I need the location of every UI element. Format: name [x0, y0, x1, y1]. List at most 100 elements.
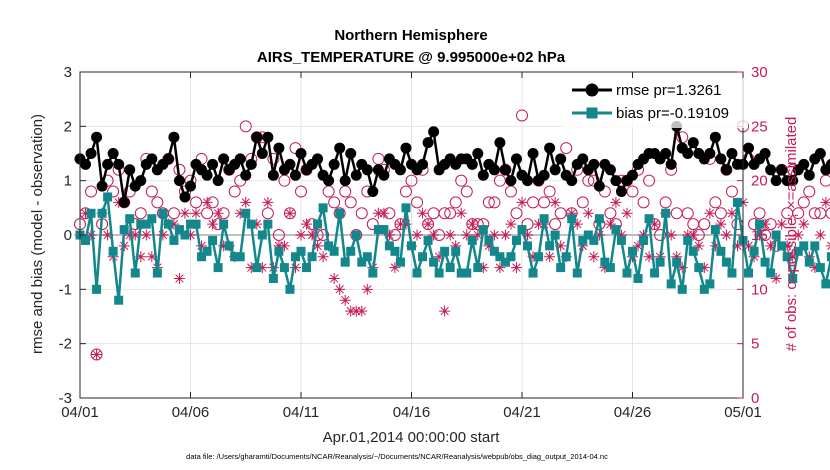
assimilated-obs-marker	[190, 207, 202, 219]
assimilated-obs-marker	[439, 305, 451, 317]
possible-obs-marker	[543, 185, 556, 198]
possible-obs-marker	[145, 185, 158, 198]
assimilated-obs-marker	[522, 229, 534, 241]
assimilated-obs-marker	[792, 229, 804, 241]
bias-marker	[412, 268, 422, 278]
rmse-marker	[428, 126, 440, 138]
rmse-marker	[234, 153, 246, 165]
bias-marker	[639, 235, 649, 245]
rmse-marker	[312, 153, 324, 165]
possible-obs-marker	[643, 174, 656, 187]
assimilated-obs-marker	[80, 207, 92, 219]
legend-bias-label: bias pr=-0.19109	[616, 105, 729, 122]
rmse-marker	[361, 164, 373, 176]
rmse-marker	[107, 148, 119, 159]
assimilated-obs-marker	[820, 196, 830, 208]
bias-marker	[219, 219, 229, 229]
possible-obs-marker	[538, 196, 551, 209]
bias-marker	[572, 268, 582, 278]
bias-marker	[81, 235, 91, 245]
assimilated-obs-marker	[566, 207, 578, 219]
bias-marker	[600, 257, 610, 267]
assimilated-obs-marker	[85, 229, 97, 241]
possible-obs-marker	[366, 218, 379, 231]
possible-obs-marker	[488, 196, 501, 209]
rmse-marker	[593, 180, 605, 192]
possible-obs-marker	[267, 152, 280, 165]
assimilated-obs-marker	[754, 229, 766, 241]
legend: rmse pr=1.3261 bias pr=-0.19109	[562, 78, 748, 128]
rmse-marker	[240, 169, 252, 181]
rmse-marker	[505, 175, 517, 187]
assimilated-obs-marker	[814, 229, 826, 241]
bias-marker	[528, 268, 538, 278]
assimilated-obs-marker	[477, 262, 489, 274]
assimilated-obs-marker	[196, 240, 208, 252]
possible-obs-marker	[725, 185, 738, 198]
bias-marker	[583, 230, 593, 240]
assimilated-obs-marker	[262, 196, 274, 208]
possible-obs-marker	[709, 196, 722, 209]
axis-ticks: 04/01 04/06 04/11 04/16 04/21 04/26 05/01 -3 -2 -…	[59, 64, 768, 421]
bias-marker	[661, 208, 671, 218]
assimilated-obs-marker	[312, 240, 324, 252]
possible-obs-marker	[516, 109, 528, 122]
bias-marker	[429, 257, 439, 267]
assimilated-obs-marker	[582, 207, 594, 219]
rmse-marker	[488, 164, 500, 176]
bias-marker	[130, 268, 140, 278]
rmse-marker	[787, 175, 799, 187]
assimilated-obs-marker	[709, 240, 721, 252]
assimilated-obs-marker	[129, 229, 141, 241]
rmse-marker	[85, 148, 97, 159]
rmse-marker	[510, 153, 522, 165]
assimilated-obs-marker	[720, 229, 732, 241]
bias-marker	[478, 225, 488, 235]
rmse-marker	[262, 131, 274, 143]
rmse-marker	[604, 164, 616, 176]
y-right-tick-label: 15	[751, 227, 768, 244]
bias-marker	[379, 225, 389, 235]
assimilated-obs-marker	[759, 218, 771, 230]
rmse-marker	[113, 158, 125, 170]
bias-marker	[351, 230, 361, 240]
bias-marker	[235, 252, 245, 262]
rmse-marker	[472, 148, 484, 159]
assimilated-obs-marker	[417, 207, 429, 219]
assimilated-obs-marker	[245, 262, 257, 274]
bias-marker	[329, 246, 339, 256]
bias-marker	[749, 246, 759, 256]
assimilated-obs-marker	[289, 262, 301, 274]
rmse-marker	[323, 175, 335, 187]
rmse-marker	[162, 153, 174, 165]
bias-marker	[213, 263, 223, 273]
rmse-marker	[378, 169, 390, 181]
possible-obs-marker	[328, 196, 341, 209]
bias-marker	[307, 252, 317, 262]
rmse-marker	[422, 137, 434, 149]
y-right-tick-label: 0	[751, 390, 759, 407]
bias-marker	[324, 241, 334, 251]
assimilated-obs-marker	[698, 262, 710, 274]
bias-marker	[622, 268, 632, 278]
assimilated-obs-marker	[494, 262, 506, 274]
rmse-marker	[96, 180, 108, 192]
rmse-marker	[207, 158, 219, 170]
possible-obs-marker	[405, 174, 418, 187]
y-right-tick-label: 5	[751, 336, 759, 353]
assimilated-obs-marker	[284, 207, 296, 219]
bias-marker	[771, 230, 781, 240]
possible-obs-marker	[482, 196, 495, 209]
bias-marker	[506, 252, 516, 262]
legend-rmse-label: rmse pr=1.3261	[616, 82, 721, 99]
rmse-marker	[715, 153, 727, 165]
assimilated-obs-marker	[146, 251, 158, 263]
bias-marker	[732, 197, 742, 207]
bias-marker	[163, 219, 173, 229]
legend-rmse-marker	[585, 83, 599, 97]
assimilated-obs-marker	[765, 240, 777, 252]
rmse-marker	[245, 158, 257, 170]
assimilated-obs-marker	[173, 272, 185, 284]
bias-marker	[285, 284, 295, 294]
assimilated-obs-marker	[533, 218, 545, 230]
